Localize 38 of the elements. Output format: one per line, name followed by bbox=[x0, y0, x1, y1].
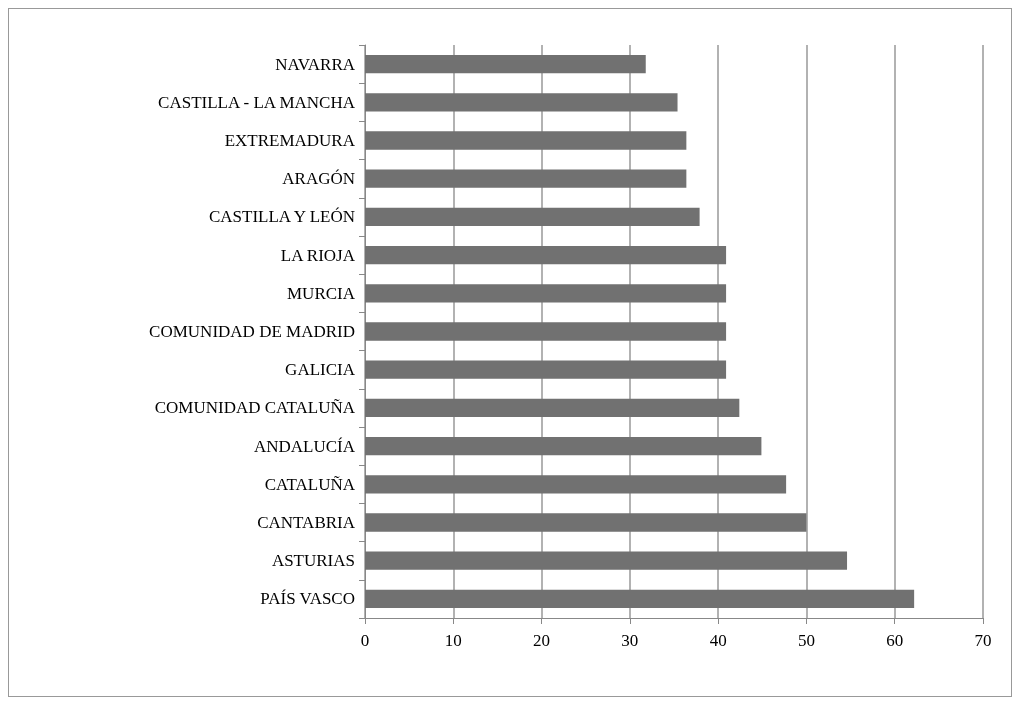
bar bbox=[365, 322, 727, 341]
y-tick-label: COMUNIDAD CATALUÑA bbox=[154, 398, 356, 418]
y-tick-label: CASTILLA Y LEÓN bbox=[208, 207, 355, 227]
x-tick-label: 10 bbox=[444, 631, 462, 650]
bar bbox=[365, 475, 787, 494]
x-tick-label: 20 bbox=[533, 631, 551, 650]
bar bbox=[365, 284, 727, 303]
bar bbox=[365, 360, 727, 379]
y-tick-label: CANTABRIA bbox=[257, 513, 356, 532]
x-tick-label: 70 bbox=[974, 631, 992, 650]
y-tick-label: GALICIA bbox=[285, 360, 356, 380]
y-tick-label: EXTREMADURA bbox=[224, 131, 356, 150]
y-tick-label: MURCIA bbox=[286, 283, 356, 303]
y-tick-label: LA RIOJA bbox=[280, 245, 356, 265]
y-tick-label: COMUNIDAD DE MADRID bbox=[149, 322, 355, 341]
x-tick-label: 0 bbox=[360, 631, 370, 650]
bar bbox=[365, 131, 687, 150]
y-tick-label: ASTURIAS bbox=[271, 551, 355, 571]
bar bbox=[365, 398, 740, 418]
bar bbox=[365, 436, 762, 456]
y-tick-label: CASTILLA - LA MANCHA bbox=[158, 92, 356, 112]
bar bbox=[365, 54, 646, 74]
bar bbox=[365, 551, 848, 570]
bar bbox=[365, 169, 687, 188]
bar bbox=[365, 207, 700, 227]
bar bbox=[365, 245, 727, 265]
y-tick-label: ANDALUCÍA bbox=[253, 436, 356, 456]
y-tick-label: ARAGÓN bbox=[282, 169, 355, 189]
bar bbox=[365, 513, 807, 532]
x-tick-label: 40 bbox=[709, 631, 727, 650]
y-tick-label: CATALUÑA bbox=[264, 474, 356, 494]
x-tick-label: 60 bbox=[886, 631, 904, 650]
x-tick-label: 30 bbox=[621, 631, 639, 650]
bar bbox=[365, 589, 915, 609]
y-tick-label: PAÍS VASCO bbox=[260, 589, 355, 609]
x-tick-label: 50 bbox=[797, 631, 815, 650]
y-tick-label: NAVARRA bbox=[275, 54, 356, 74]
bar bbox=[365, 93, 678, 112]
